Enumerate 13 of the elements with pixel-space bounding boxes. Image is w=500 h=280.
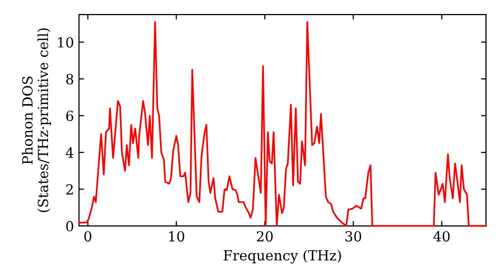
y-tick-label: 0 <box>66 220 74 232</box>
y-tick-label: 6 <box>66 110 74 122</box>
y-tick-label: 4 <box>66 147 74 158</box>
x-tick-label: 40 <box>433 231 450 242</box>
x-tick-label: 20 <box>256 231 273 242</box>
x-tick-label: 30 <box>346 231 362 242</box>
x-tick-label: 10 <box>169 231 184 242</box>
y-tick-label: 10 <box>58 37 74 48</box>
y-tick-label: 2 <box>66 184 73 194</box>
x-axis-title: Frequency (THz) <box>224 250 341 264</box>
y-axis-title: Phonon DOS (States/THz·primitive cell) <box>22 28 51 212</box>
x-tick-label: 0 <box>84 231 92 242</box>
y-tick-label: 8 <box>66 74 74 84</box>
